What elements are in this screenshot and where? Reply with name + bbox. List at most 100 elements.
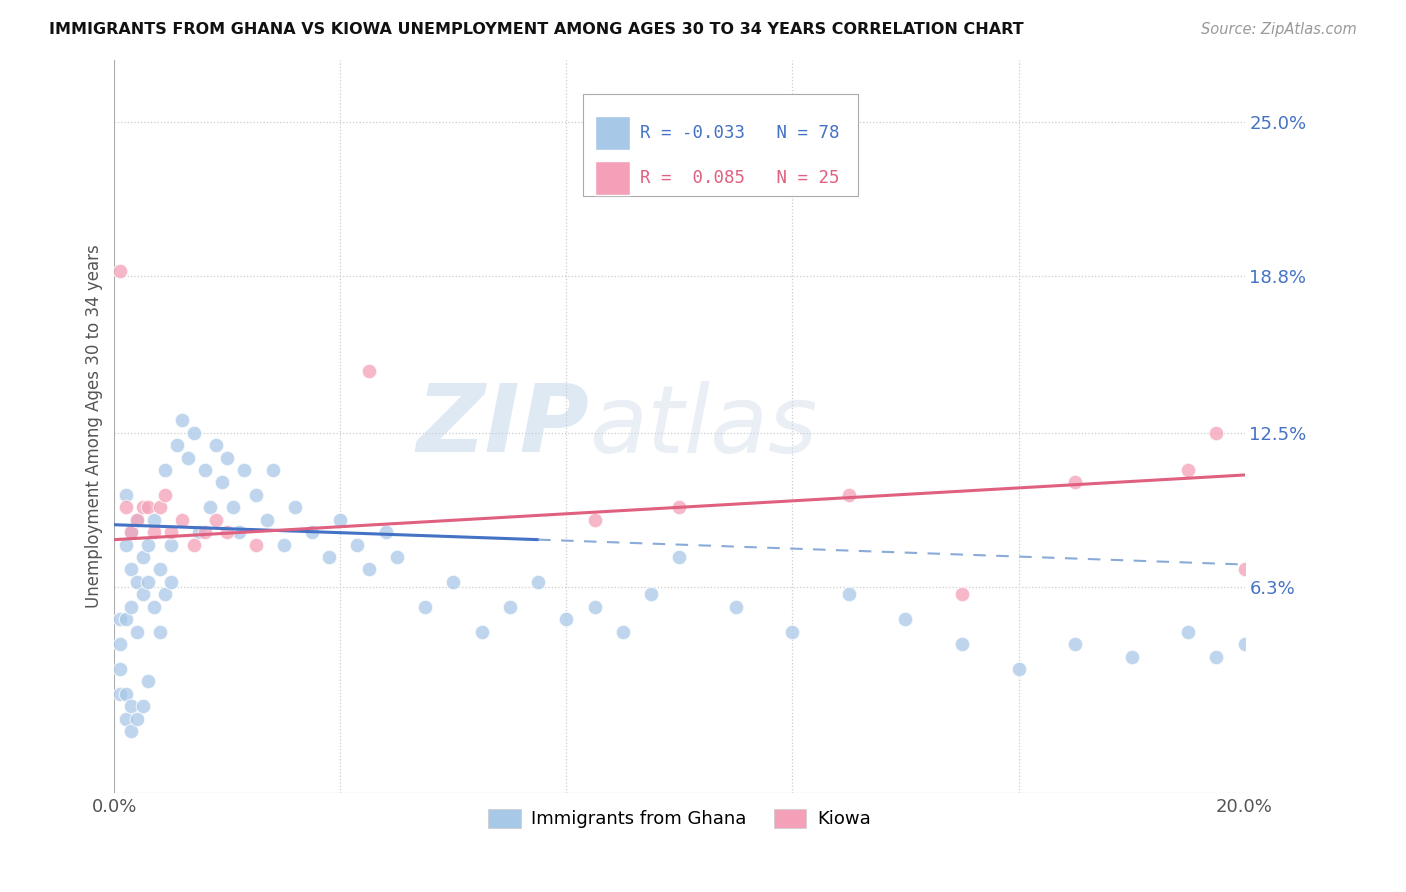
- Point: [183, 425, 205, 440]
- Point: [357, 363, 380, 377]
- Point: [114, 500, 136, 515]
- Point: [668, 550, 690, 565]
- Point: [1007, 662, 1029, 676]
- Point: [125, 513, 148, 527]
- Point: [640, 587, 662, 601]
- Text: atlas: atlas: [589, 381, 817, 472]
- Point: [782, 624, 804, 639]
- Point: [108, 612, 131, 626]
- Y-axis label: Unemployment Among Ages 30 to 34 years: Unemployment Among Ages 30 to 34 years: [86, 244, 103, 608]
- Point: [894, 612, 917, 626]
- Point: [125, 712, 148, 726]
- Point: [318, 550, 340, 565]
- Point: [120, 525, 142, 540]
- Point: [194, 525, 217, 540]
- Point: [1205, 425, 1227, 440]
- Point: [211, 475, 233, 490]
- Point: [120, 599, 142, 614]
- Point: [583, 599, 606, 614]
- Point: [245, 538, 267, 552]
- Point: [149, 500, 172, 515]
- Point: [583, 513, 606, 527]
- Point: [108, 662, 131, 676]
- Point: [125, 574, 148, 589]
- Point: [120, 699, 142, 714]
- Text: IMMIGRANTS FROM GHANA VS KIOWA UNEMPLOYMENT AMONG AGES 30 TO 34 YEARS CORRELATIO: IMMIGRANTS FROM GHANA VS KIOWA UNEMPLOYM…: [49, 22, 1024, 37]
- Point: [149, 624, 172, 639]
- Point: [108, 637, 131, 651]
- Point: [120, 525, 142, 540]
- Text: R =  0.085   N = 25: R = 0.085 N = 25: [640, 169, 839, 186]
- Point: [136, 674, 159, 689]
- Point: [194, 463, 217, 477]
- Point: [301, 525, 323, 540]
- Point: [143, 525, 166, 540]
- Legend: Immigrants from Ghana, Kiowa: Immigrants from Ghana, Kiowa: [481, 802, 879, 836]
- Point: [1064, 475, 1087, 490]
- Point: [108, 687, 131, 701]
- Point: [131, 587, 153, 601]
- Point: [1177, 463, 1199, 477]
- Point: [555, 612, 578, 626]
- Point: [256, 513, 278, 527]
- Text: ZIP: ZIP: [416, 381, 589, 473]
- Point: [183, 538, 205, 552]
- Point: [284, 500, 307, 515]
- Point: [149, 562, 172, 576]
- Point: [200, 500, 222, 515]
- Point: [668, 500, 690, 515]
- Point: [1205, 649, 1227, 664]
- Point: [950, 587, 973, 601]
- Point: [108, 264, 131, 278]
- Point: [1177, 624, 1199, 639]
- Point: [1233, 637, 1256, 651]
- Point: [160, 525, 183, 540]
- Point: [155, 587, 177, 601]
- Point: [217, 525, 239, 540]
- Point: [131, 550, 153, 565]
- Point: [155, 463, 177, 477]
- Point: [612, 624, 634, 639]
- Point: [413, 599, 436, 614]
- Point: [245, 488, 267, 502]
- Point: [233, 463, 256, 477]
- Point: [262, 463, 284, 477]
- Point: [172, 513, 194, 527]
- Point: [177, 450, 200, 465]
- Point: [838, 488, 860, 502]
- Point: [114, 687, 136, 701]
- Point: [443, 574, 465, 589]
- Point: [166, 438, 188, 452]
- Point: [131, 500, 153, 515]
- Point: [114, 612, 136, 626]
- Point: [188, 525, 211, 540]
- Point: [136, 538, 159, 552]
- Point: [136, 500, 159, 515]
- Point: [385, 550, 408, 565]
- Point: [114, 488, 136, 502]
- Point: [329, 513, 352, 527]
- Point: [114, 712, 136, 726]
- Point: [120, 724, 142, 739]
- Point: [143, 599, 166, 614]
- Point: [125, 513, 148, 527]
- Point: [1064, 637, 1087, 651]
- Point: [471, 624, 494, 639]
- Text: Source: ZipAtlas.com: Source: ZipAtlas.com: [1201, 22, 1357, 37]
- Point: [205, 438, 228, 452]
- Point: [527, 574, 550, 589]
- Point: [950, 637, 973, 651]
- Point: [143, 513, 166, 527]
- Point: [172, 413, 194, 427]
- Point: [131, 699, 153, 714]
- Text: R = -0.033   N = 78: R = -0.033 N = 78: [640, 124, 839, 142]
- Point: [217, 450, 239, 465]
- Point: [273, 538, 295, 552]
- Point: [125, 624, 148, 639]
- Point: [120, 562, 142, 576]
- Point: [222, 500, 245, 515]
- Point: [114, 538, 136, 552]
- Point: [228, 525, 250, 540]
- Point: [160, 538, 183, 552]
- Point: [346, 538, 368, 552]
